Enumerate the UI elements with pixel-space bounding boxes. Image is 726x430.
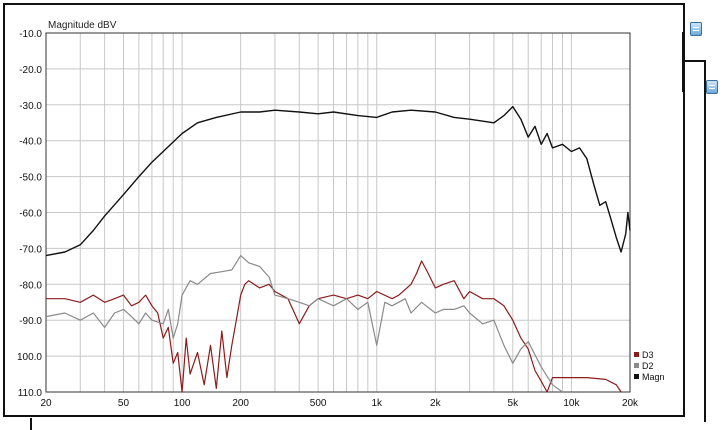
x-tick-label: 5k [508,398,520,409]
x-tick-label: 20k [622,398,639,409]
legend-swatch-d2 [634,363,639,368]
x-tick-label: 2k [430,398,442,409]
y-tick-label: 100.0 [17,352,42,363]
chart-legend: D3D2Magn [634,350,665,382]
series-line-magn [46,107,630,256]
y-axis-label: Magnitude dBV [48,20,117,31]
legend-label-d3: D3 [642,350,654,360]
y-tick-label: 110.0 [18,388,43,399]
legend-swatch-magn [634,374,639,379]
x-tick-label: 20 [40,398,52,409]
x-axis-ticks: 20 50 100 200 500 1k 2k 5k 10k 20k [40,398,639,409]
y-tick-label: -10.0 [19,29,42,40]
x-tick-label: 1k [371,398,383,409]
x-tick-label: 200 [232,398,249,409]
y-tick-label: -20.0 [19,65,42,76]
y-tick-label: -30.0 [19,101,42,112]
legend-label-magn: Magn [642,372,665,382]
y-tick-label: -90.0 [19,316,42,327]
y-axis-ticks: -10.0 -20.0 -30.0 -40.0 -50.0 -60.0 -70.0 -80.0… [17,29,42,399]
chart-grid [46,33,630,392]
y-tick-label: -40.0 [19,137,42,148]
legend-label-d2: D2 [642,361,654,371]
x-tick-label: 50 [118,398,130,409]
y-tick-label: -50.0 [19,173,42,184]
chart-series [46,107,630,392]
x-tick-label: 10k [563,398,580,409]
y-tick-label: -60.0 [19,209,42,220]
legend-swatch-d3 [634,352,639,357]
y-tick-label: -70.0 [19,244,42,255]
y-tick-label: -80.0 [19,280,42,291]
x-tick-label: 100 [174,398,191,409]
x-tick-label: 500 [310,398,327,409]
